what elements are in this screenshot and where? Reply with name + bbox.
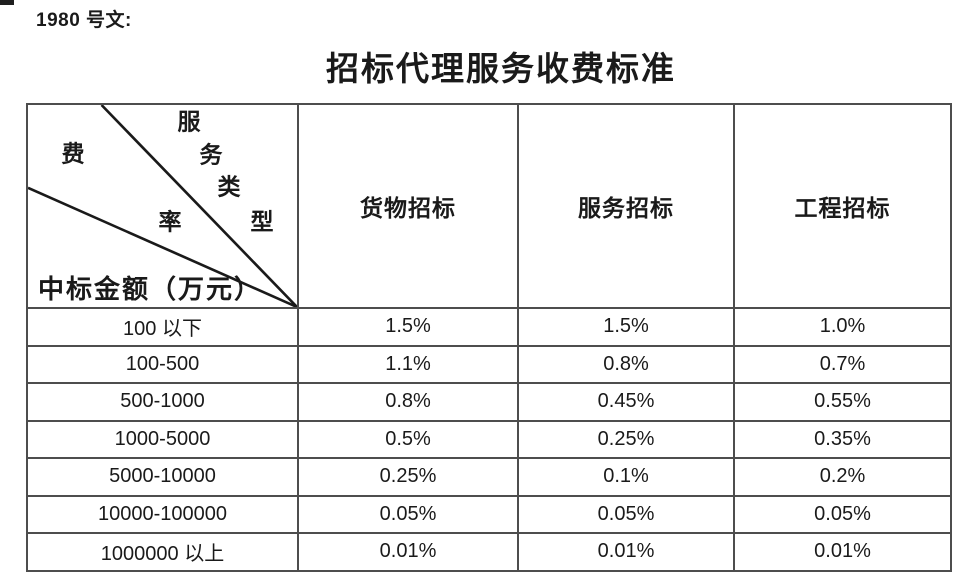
table-row: 100-500 1.1% 0.8% 0.7%: [26, 344, 952, 384]
table-row: 10000-100000 0.05% 0.05% 0.05%: [26, 494, 952, 534]
row-label: 1000000 以上: [26, 532, 299, 572]
row-label: 5000-10000: [26, 457, 299, 497]
row-label: 100-500: [26, 344, 299, 384]
row-label: 1000-5000: [26, 419, 299, 459]
screen-edge-artifact: [0, 0, 14, 5]
table-row: 1000000 以上 0.01% 0.01% 0.01%: [26, 532, 952, 572]
corner-label-service-char-2: 务: [199, 142, 223, 168]
header-row: 服 务 类 型 费 率 中标金额（万元） 货物招标 服务招标 工程招标: [26, 103, 952, 309]
column-header-services: 服务招标: [517, 103, 735, 309]
cell-value: 0.2%: [733, 457, 952, 497]
cell-value: 0.01%: [733, 532, 952, 572]
diagonal-corner-cell: 服 务 类 型 费 率 中标金额（万元）: [26, 103, 299, 309]
corner-label-rate-char-2: 率: [158, 209, 182, 235]
row-label: 500-1000: [26, 382, 299, 422]
fee-standard-table: 服 务 类 型 费 率 中标金额（万元） 货物招标 服务招标 工程招标 100 …: [26, 103, 952, 572]
cell-value: 1.1%: [297, 344, 519, 384]
corner-label-amount: 中标金额（万元）: [38, 275, 263, 305]
diagonal-lines: [28, 105, 297, 307]
corner-label-service-char-3: 类: [217, 174, 241, 200]
cell-value: 0.7%: [733, 344, 952, 384]
corner-label-rate-char-1: 费: [61, 141, 85, 167]
row-label: 100 以下: [26, 307, 299, 347]
table-row: 100 以下 1.5% 1.5% 1.0%: [26, 307, 952, 347]
column-header-goods: 货物招标: [297, 103, 519, 309]
cell-value: 0.1%: [517, 457, 735, 497]
table-row: 500-1000 0.8% 0.45% 0.55%: [26, 382, 952, 422]
cell-value: 1.5%: [517, 307, 735, 347]
cell-value: 0.05%: [297, 494, 519, 534]
cell-value: 0.01%: [297, 532, 519, 572]
diagonal-corner-content: 服 务 类 型 费 率 中标金额（万元）: [28, 105, 297, 307]
cell-value: 0.35%: [733, 419, 952, 459]
table-row: 1000-5000 0.5% 0.25% 0.35%: [26, 419, 952, 459]
cell-value: 0.8%: [517, 344, 735, 384]
cell-value: 0.25%: [517, 419, 735, 459]
corner-label-service-char-4: 型: [250, 209, 274, 235]
page-title: 招标代理服务收费标准: [326, 52, 676, 88]
cell-value: 0.5%: [297, 419, 519, 459]
cell-value: 0.25%: [297, 457, 519, 497]
table-row: 5000-10000 0.25% 0.1% 0.2%: [26, 457, 952, 497]
cell-value: 0.05%: [733, 494, 952, 534]
document-reference: 1980 号文:: [36, 10, 132, 31]
cell-value: 1.0%: [733, 307, 952, 347]
cell-value: 0.45%: [517, 382, 735, 422]
cell-value: 1.5%: [297, 307, 519, 347]
column-header-engineering: 工程招标: [733, 103, 952, 309]
row-label: 10000-100000: [26, 494, 299, 534]
cell-value: 0.05%: [517, 494, 735, 534]
cell-value: 0.8%: [297, 382, 519, 422]
corner-label-service-char-1: 服: [177, 109, 201, 135]
cell-value: 0.55%: [733, 382, 952, 422]
cell-value: 0.01%: [517, 532, 735, 572]
